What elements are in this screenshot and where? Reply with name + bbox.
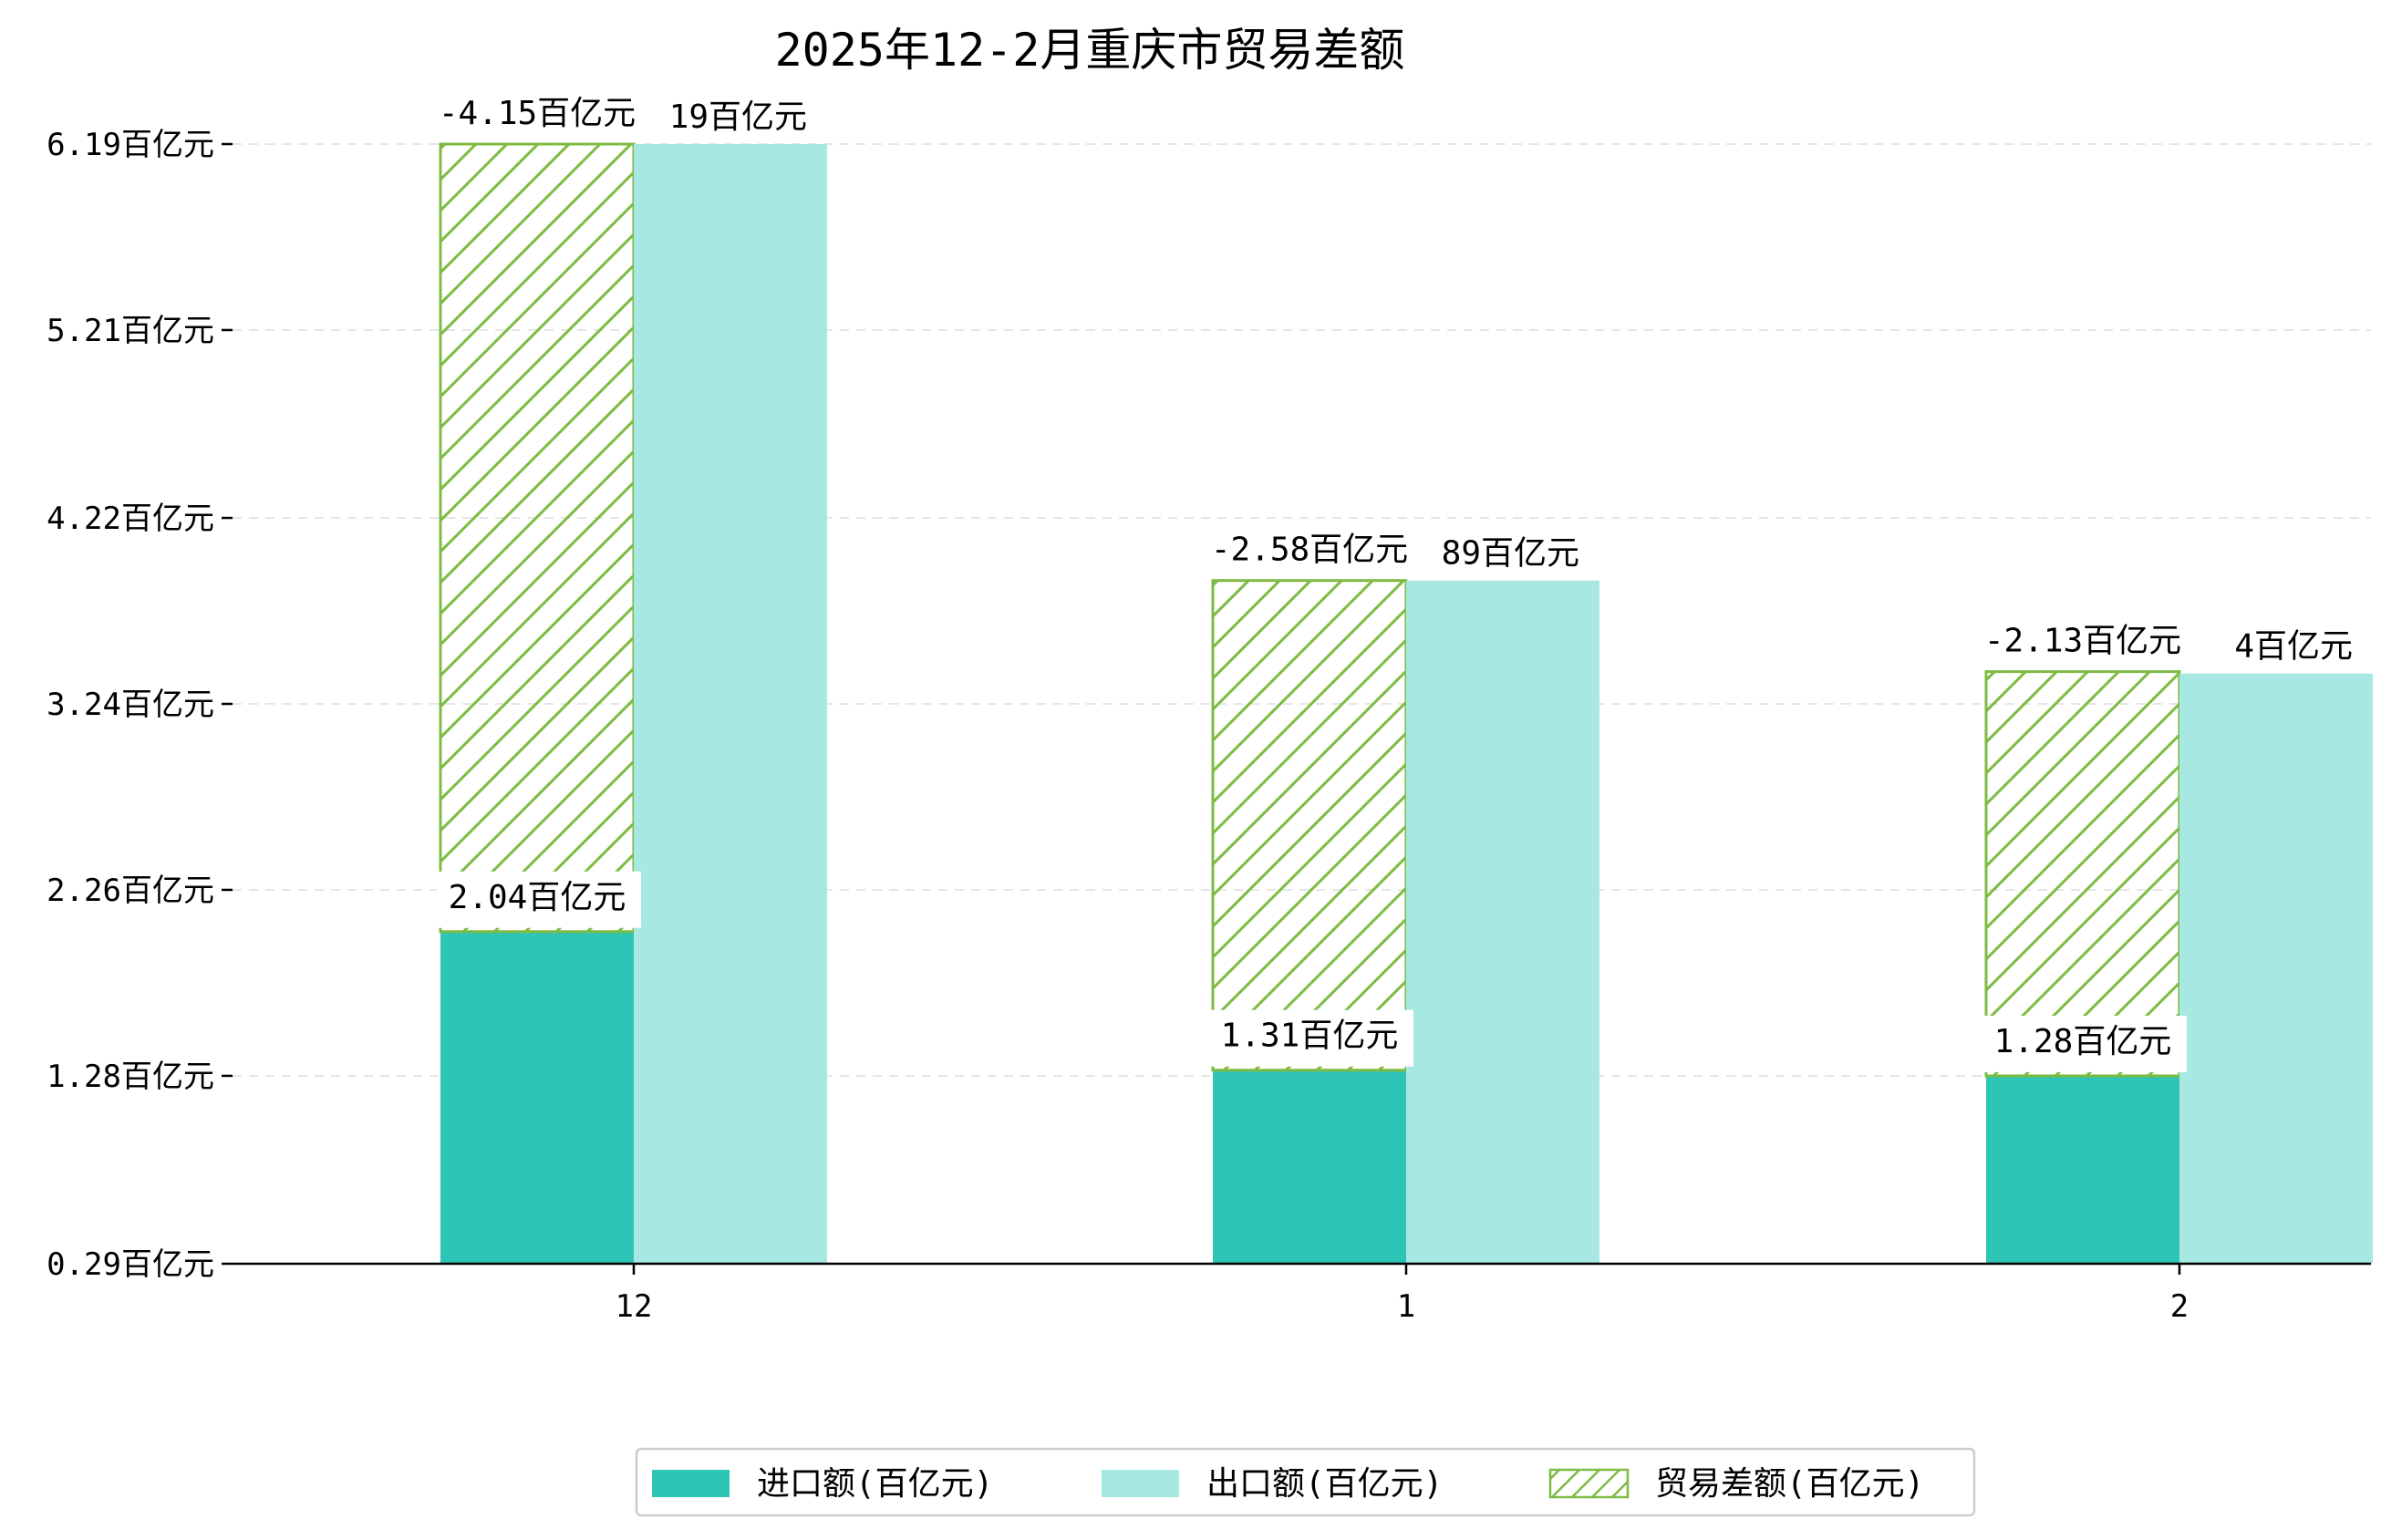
y-tick-label: 4.22百亿元	[47, 501, 214, 537]
import-bar	[440, 931, 634, 1264]
label-bg	[428, 91, 654, 142]
y-tick-label: 3.24百亿元	[47, 687, 214, 723]
legend-swatch	[1548, 1468, 1630, 1499]
label-bg	[636, 91, 813, 142]
legend-swatch	[652, 1470, 730, 1497]
trade-balance-value-label: -2.13百亿元	[1984, 623, 2181, 660]
trade-balance-bar	[439, 142, 636, 934]
y-tick-label: 0.29百亿元	[47, 1246, 214, 1283]
y-tick-label: 1.28百亿元	[47, 1059, 214, 1095]
legend-frame	[635, 1447, 1976, 1517]
trade-balance-value-label: -2.58百亿元	[1211, 532, 1408, 569]
import-bar	[1213, 1070, 1406, 1264]
trade-balance-bar	[1984, 670, 2181, 1078]
y-tick-label: 2.26百亿元	[47, 873, 214, 909]
x-tick-label: 1	[1397, 1288, 1415, 1325]
chart-title: 2025年12-2月重庆市贸易差额	[775, 24, 1405, 77]
export-bar	[1406, 580, 1599, 1264]
label-bg	[437, 871, 641, 928]
y-tick-label: 6.19百亿元	[47, 127, 214, 163]
label-bg	[1982, 1015, 2187, 1072]
x-tick-label: 2	[2170, 1288, 2189, 1325]
label-bg	[1973, 618, 2200, 670]
export-bar	[2179, 673, 2373, 1264]
legend-label: 进口额(百亿元)	[757, 1465, 993, 1503]
import-bar	[1986, 1075, 2179, 1264]
legend-label: 贸易差额(百亿元)	[1655, 1465, 1924, 1503]
label-bg	[1200, 527, 1426, 579]
export-value-label: 89百亿元	[1442, 535, 1579, 573]
legend-label: 出口额(百亿元)	[1206, 1465, 1443, 1503]
trade-balance-value-label: -4.15百亿元	[439, 95, 636, 132]
label-bg	[1408, 527, 1586, 579]
import-value-label: 1.28百亿元	[1994, 1023, 2172, 1060]
legend: 进口额(百亿元) 出口额(百亿元) 贸易差额(百亿元)	[635, 1447, 1976, 1517]
axes: 0.29百亿元 1.28百亿元 2.26百亿元 3.24百亿元 4.22百亿元 5.21百…	[47, 127, 2371, 1325]
x-tick-label: 12	[616, 1288, 653, 1325]
legend-swatch	[1102, 1470, 1179, 1497]
bar-labels: 19百亿元 -4.15百亿元 2.04百亿元 89百亿元 -2.58百亿元 1.31百亿元…	[428, 91, 2359, 1072]
trade-balance-bar	[1211, 579, 1408, 1072]
import-value-label: 1.31百亿元	[1221, 1018, 1399, 1055]
export-value-label: 19百亿元	[669, 98, 807, 136]
import-value-label: 2.04百亿元	[449, 879, 626, 916]
export-value-label: 4百亿元	[2234, 628, 2353, 666]
label-bg	[1209, 1009, 1413, 1067]
label-bg	[2181, 620, 2359, 672]
export-bar	[634, 144, 827, 1264]
bars	[439, 142, 2373, 1264]
y-tick-label: 5.21百亿元	[47, 313, 214, 349]
